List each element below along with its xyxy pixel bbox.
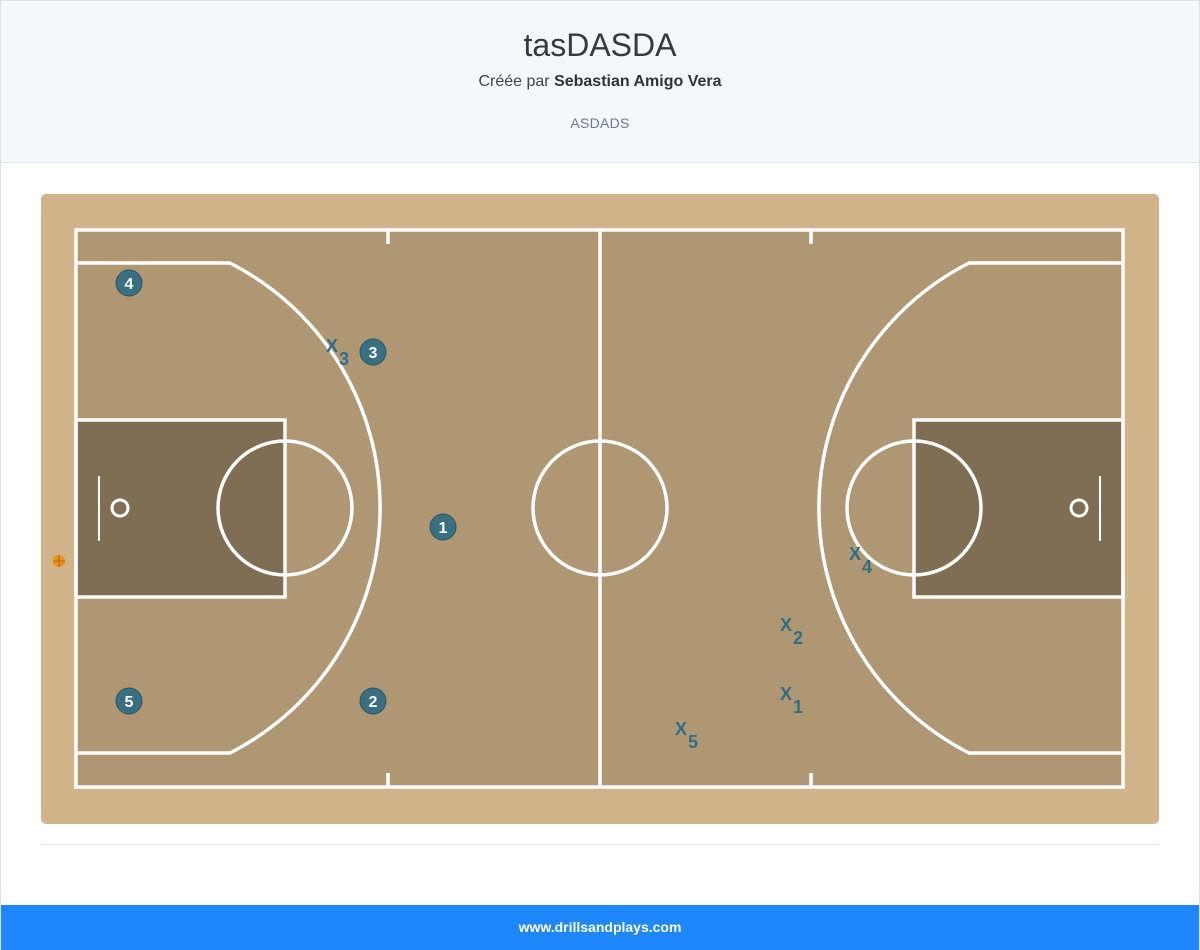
defender-x-mark: X bbox=[849, 544, 861, 564]
offense-player-4[interactable]: 4 bbox=[115, 269, 143, 297]
defense-player-1[interactable]: X1 bbox=[780, 684, 803, 717]
right-paint bbox=[914, 420, 1123, 597]
player-marker bbox=[359, 687, 387, 715]
defender-number: 4 bbox=[862, 557, 872, 577]
defender-x-mark: X bbox=[326, 336, 338, 356]
author-line: Créée par Sebastian Amigo Vera bbox=[1, 73, 1199, 91]
defender-number: 5 bbox=[688, 732, 698, 752]
player-marker bbox=[115, 269, 143, 297]
player-number: 1 bbox=[439, 520, 448, 537]
defender-number: 1 bbox=[793, 697, 803, 717]
left-three-point-line bbox=[76, 261, 382, 755]
play-header: tasDASDA Créée par Sebastian Amigo Vera … bbox=[1, 1, 1199, 163]
defender-number: 3 bbox=[339, 349, 349, 369]
defense-player-5[interactable]: X5 bbox=[675, 719, 698, 752]
player-number: 5 bbox=[125, 694, 134, 711]
player-number: 2 bbox=[369, 694, 378, 711]
left-basket bbox=[110, 498, 130, 518]
offense-player-1[interactable]: 1 bbox=[429, 513, 457, 541]
basketball-icon[interactable] bbox=[53, 555, 65, 567]
defender-x-mark: X bbox=[780, 684, 792, 704]
offense-player-3[interactable]: 3 bbox=[359, 338, 387, 366]
left-free-throw-circle bbox=[216, 439, 354, 577]
defense-player-3[interactable]: X3 bbox=[326, 336, 349, 369]
created-by-label: Créée par bbox=[478, 73, 550, 90]
right-basket bbox=[1069, 498, 1089, 518]
left-paint bbox=[76, 420, 285, 597]
defender-number: 2 bbox=[793, 628, 803, 648]
player-number: 4 bbox=[125, 276, 134, 293]
divider bbox=[41, 844, 1159, 845]
offense-player-5[interactable]: 5 bbox=[115, 687, 143, 715]
defender-x-mark: X bbox=[675, 719, 687, 739]
defense-player-4[interactable]: X4 bbox=[849, 544, 872, 577]
author-name: Sebastian Amigo Vera bbox=[554, 73, 722, 90]
defender-x-mark: X bbox=[780, 615, 792, 635]
footer: www.drillsandplays.com bbox=[1, 905, 1199, 950]
play-description: ASDADS bbox=[570, 115, 630, 131]
defense-player-2[interactable]: X2 bbox=[780, 615, 803, 648]
right-three-point-line bbox=[817, 261, 1123, 755]
player-number: 3 bbox=[369, 345, 378, 362]
center-circle bbox=[531, 439, 669, 577]
player-marker bbox=[359, 338, 387, 366]
player-marker bbox=[429, 513, 457, 541]
right-free-throw-circle bbox=[845, 439, 983, 577]
player-marker bbox=[115, 687, 143, 715]
court-lines bbox=[74, 228, 1125, 789]
right-key bbox=[912, 418, 1125, 599]
page-title: tasDASDA bbox=[523, 27, 677, 63]
footer-site-link[interactable]: www.drillsandplays.com bbox=[518, 919, 682, 935]
offense-player-2[interactable]: 2 bbox=[359, 687, 387, 715]
left-key bbox=[74, 418, 287, 599]
